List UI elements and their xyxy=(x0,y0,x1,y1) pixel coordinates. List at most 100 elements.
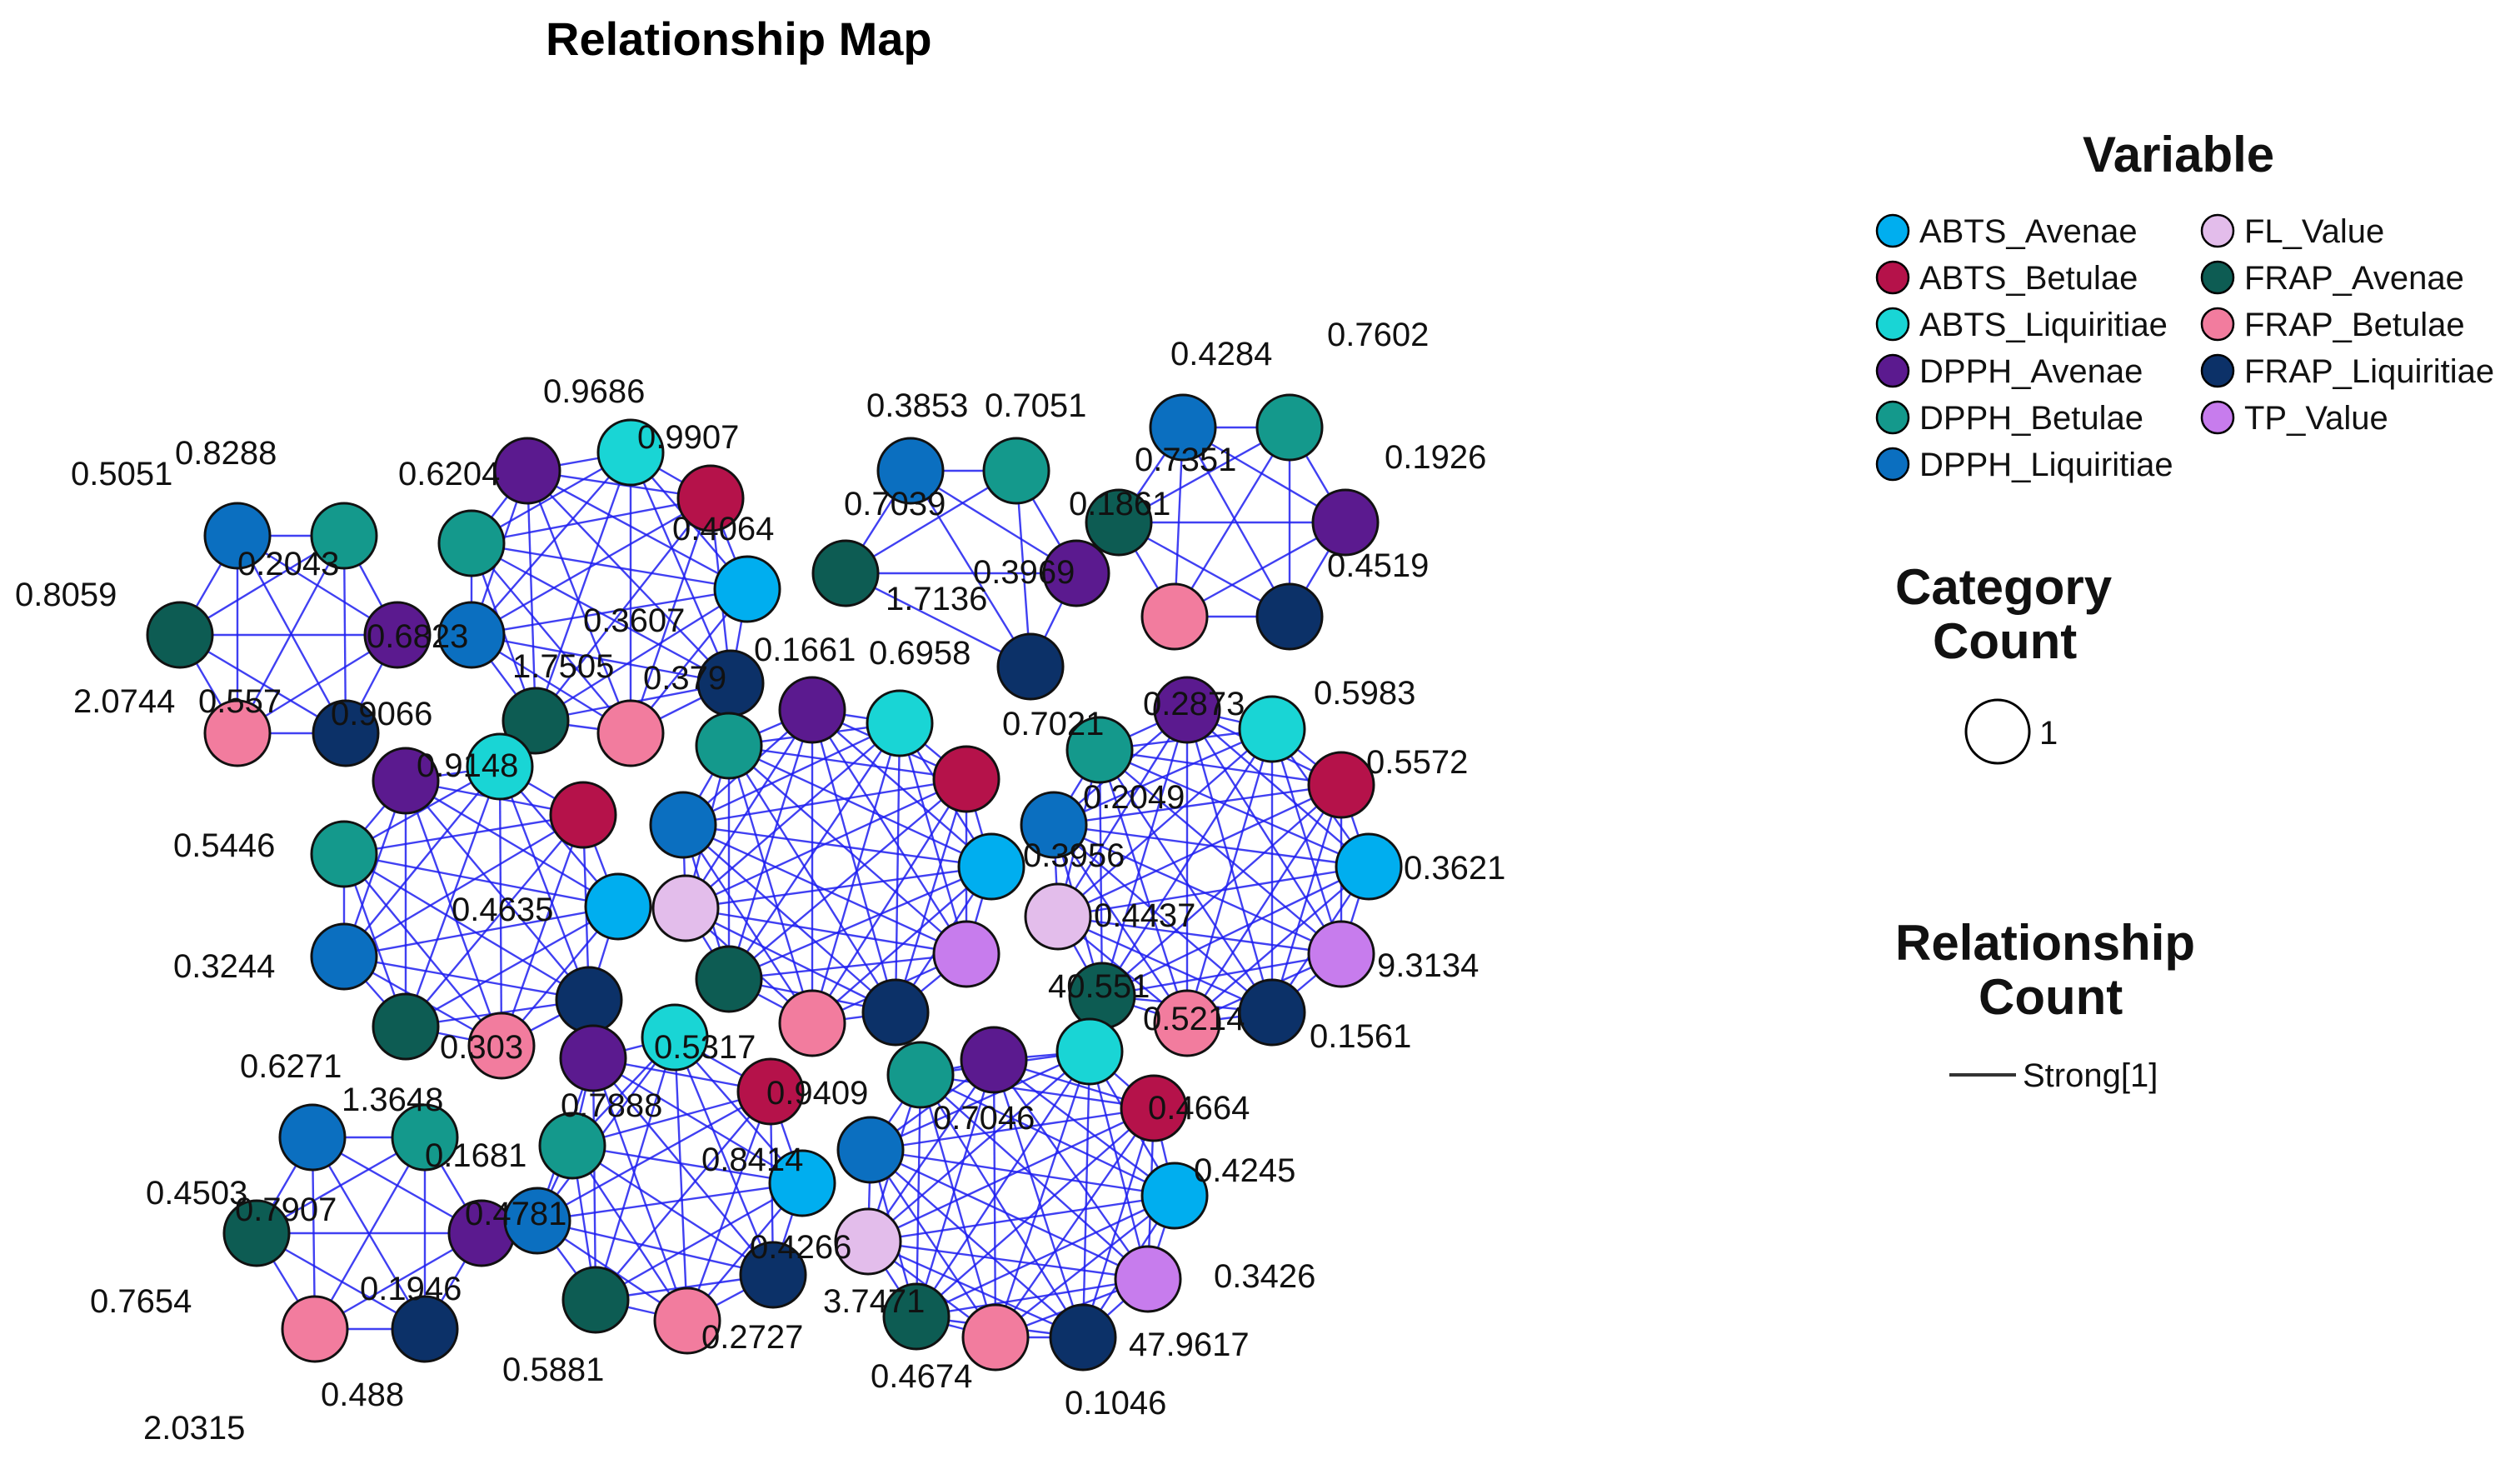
node-dpph-avenae[interactable] xyxy=(1153,676,1221,744)
relationship-edge xyxy=(1056,709,1189,917)
relationship-edge xyxy=(894,722,901,1013)
node-fl-value[interactable] xyxy=(651,874,720,942)
relationship-edge xyxy=(1099,749,1342,955)
node-tp-value[interactable] xyxy=(932,920,1001,988)
node-dpph-avenae[interactable] xyxy=(960,1026,1028,1094)
relationship-edge xyxy=(571,1144,803,1185)
node-abts-betulae[interactable] xyxy=(736,1057,805,1126)
node-value-label: 2.0744 xyxy=(73,683,175,720)
node-value-label: 0.1946 xyxy=(360,1271,462,1307)
node-frap-avenae[interactable] xyxy=(811,539,880,607)
node-dpph-betulae[interactable] xyxy=(538,1112,606,1180)
node-frap-betulae[interactable] xyxy=(1140,582,1209,651)
legend-relationship-heading-2: Count xyxy=(1979,969,2123,1025)
node-abts-betulae[interactable] xyxy=(1120,1074,1188,1142)
node-frap-betulae[interactable] xyxy=(203,699,272,767)
node-dpph-betulae[interactable] xyxy=(1065,716,1134,784)
node-dpph-betulae[interactable] xyxy=(695,712,763,780)
node-abts-liquiritiae[interactable] xyxy=(641,1003,709,1072)
node-abts-betulae[interactable] xyxy=(1307,751,1375,819)
node-abts-liquiritiae[interactable] xyxy=(1055,1017,1124,1086)
relationship-edge xyxy=(915,1074,922,1317)
node-dpph-liquiritiae[interactable] xyxy=(1020,791,1088,859)
node-dpph-liquiritiae[interactable] xyxy=(503,1187,571,1255)
node-frap-liquiritiae[interactable] xyxy=(312,699,380,767)
node-dpph-liquiritiae[interactable] xyxy=(203,502,272,570)
node-fl-value[interactable] xyxy=(834,1207,902,1276)
node-frap-liquiritiae[interactable] xyxy=(1049,1303,1117,1372)
node-value-label: 1.3648 xyxy=(342,1082,443,1118)
node-frap-liquiritiae[interactable] xyxy=(391,1295,459,1363)
node-dpph-betulae[interactable] xyxy=(310,820,378,888)
node-dpph-betulae[interactable] xyxy=(1255,393,1324,462)
node-frap-liquiritiae[interactable] xyxy=(1238,978,1306,1047)
node-frap-avenae[interactable] xyxy=(695,945,763,1013)
node-dpph-liquiritiae[interactable] xyxy=(876,437,945,505)
node-value-label: 0.2873 xyxy=(1143,686,1245,722)
node-frap-betulae[interactable] xyxy=(778,989,846,1057)
node-dpph-betulae[interactable] xyxy=(310,502,378,570)
node-frap-liquiritiae[interactable] xyxy=(861,978,930,1047)
node-abts-avenae[interactable] xyxy=(713,555,781,623)
node-abts-avenae[interactable] xyxy=(1140,1162,1209,1230)
node-dpph-betulae[interactable] xyxy=(437,509,506,577)
node-abts-avenae[interactable] xyxy=(584,872,652,941)
node-abts-avenae[interactable] xyxy=(957,832,1025,901)
node-frap-liquiritiae[interactable] xyxy=(1255,582,1324,651)
node-frap-avenae[interactable] xyxy=(502,687,570,755)
node-frap-liquiritiae[interactable] xyxy=(739,1241,807,1309)
node-frap-betulae[interactable] xyxy=(653,1287,721,1355)
node-dpph-betulae[interactable] xyxy=(391,1103,459,1172)
node-dpph-avenae[interactable] xyxy=(559,1024,627,1092)
node-abts-betulae[interactable] xyxy=(549,781,617,849)
node-abts-liquiritiae[interactable] xyxy=(596,418,665,487)
node-frap-avenae[interactable] xyxy=(561,1266,630,1334)
node-frap-avenae[interactable] xyxy=(372,992,440,1061)
node-dpph-betulae[interactable] xyxy=(886,1041,955,1109)
node-abts-betulae[interactable] xyxy=(932,745,1001,813)
node-dpph-liquiritiae[interactable] xyxy=(1149,393,1217,462)
node-value-label: 0.6204 xyxy=(398,456,500,492)
relationship-edge xyxy=(867,1059,995,1242)
node-frap-avenae[interactable] xyxy=(882,1282,951,1351)
relationship-edge xyxy=(591,1057,689,1322)
relationship-edge xyxy=(592,1057,774,1276)
node-dpph-liquiritiae[interactable] xyxy=(278,1103,347,1172)
node-frap-avenae[interactable] xyxy=(222,1199,291,1267)
node-dpph-avenae[interactable] xyxy=(363,601,432,669)
node-frap-betulae[interactable] xyxy=(281,1295,349,1363)
node-frap-betulae[interactable] xyxy=(596,699,665,767)
node-value-label: 0.4266 xyxy=(750,1229,851,1266)
node-dpph-liquiritiae[interactable] xyxy=(437,601,506,669)
node-dpph-avenae[interactable] xyxy=(493,437,561,505)
node-abts-avenae[interactable] xyxy=(768,1149,836,1217)
node-abts-avenae[interactable] xyxy=(1335,832,1403,901)
relationship-edge xyxy=(1101,865,1370,997)
node-dpph-liquiritiae[interactable] xyxy=(836,1116,905,1184)
node-frap-avenae[interactable] xyxy=(146,601,214,669)
node-frap-liquiritiae[interactable] xyxy=(555,966,623,1034)
node-tp-value[interactable] xyxy=(1114,1245,1182,1313)
node-abts-liquiritiae[interactable] xyxy=(466,732,534,801)
node-frap-liquiritiae[interactable] xyxy=(996,632,1065,701)
node-abts-betulae[interactable] xyxy=(676,464,745,532)
relationship-edge xyxy=(471,452,631,636)
node-dpph-liquiritiae[interactable] xyxy=(649,791,717,859)
node-dpph-avenae[interactable] xyxy=(1311,488,1380,557)
node-dpph-avenae[interactable] xyxy=(778,676,846,744)
node-frap-betulae[interactable] xyxy=(467,1012,536,1080)
node-abts-liquiritiae[interactable] xyxy=(866,689,934,757)
node-dpph-avenae[interactable] xyxy=(1042,539,1110,607)
node-dpph-betulae[interactable] xyxy=(982,437,1050,505)
node-dpph-avenae[interactable] xyxy=(372,747,440,815)
node-abts-liquiritiae[interactable] xyxy=(1238,695,1306,763)
node-frap-betulae[interactable] xyxy=(961,1303,1030,1372)
node-tp-value[interactable] xyxy=(1307,920,1375,988)
node-dpph-liquiritiae[interactable] xyxy=(310,922,378,991)
node-frap-avenae[interactable] xyxy=(1085,488,1153,557)
node-frap-betulae[interactable] xyxy=(1153,989,1221,1057)
relationship-edge xyxy=(686,1091,772,1322)
node-fl-value[interactable] xyxy=(1024,882,1092,951)
relationship-edge xyxy=(343,955,590,1002)
node-value-label: 0.379 xyxy=(643,660,726,697)
